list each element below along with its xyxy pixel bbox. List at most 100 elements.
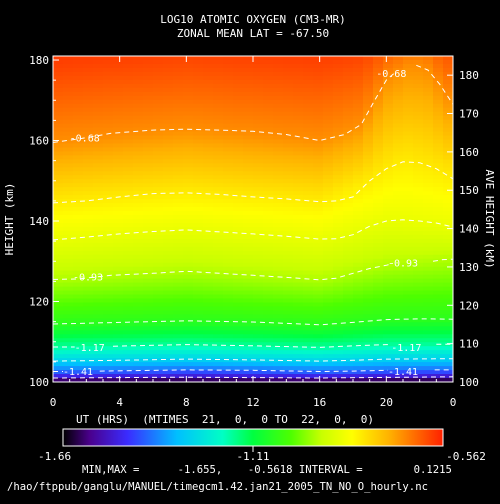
heatmap-cell xyxy=(153,191,164,196)
heatmap-cell xyxy=(203,374,214,379)
heatmap-cell xyxy=(333,254,344,260)
heatmap-cell xyxy=(203,99,214,105)
heatmap-cell xyxy=(313,103,324,109)
heatmap-cell xyxy=(63,362,74,367)
heatmap-cell xyxy=(223,290,234,296)
heatmap-cell xyxy=(273,115,284,121)
heatmap-cell xyxy=(253,171,264,176)
heatmap-cell xyxy=(83,250,94,256)
heatmap-cell xyxy=(203,67,214,73)
heatmap-cell xyxy=(343,290,354,296)
heatmap-cell xyxy=(93,95,104,101)
heatmap-cell xyxy=(293,87,304,93)
heatmap-cell xyxy=(393,342,404,347)
heatmap-cell xyxy=(293,111,304,117)
heatmap-cell xyxy=(163,59,174,65)
heatmap-cell xyxy=(173,215,184,220)
heatmap-cell xyxy=(333,163,344,168)
heatmap-cell xyxy=(343,91,354,97)
heatmap-cell xyxy=(393,147,404,153)
heatmap-cell xyxy=(303,159,314,164)
heatmap-cell xyxy=(83,226,94,232)
heatmap-cell xyxy=(93,155,104,160)
heatmap-cell xyxy=(63,274,74,280)
heatmap-cell xyxy=(323,111,334,117)
heatmap-cell xyxy=(293,362,304,367)
heatmap-cell xyxy=(403,302,414,308)
heatmap-cell xyxy=(213,159,224,164)
heatmap-cell xyxy=(163,175,174,180)
heatmap-cell xyxy=(313,362,324,367)
heatmap-cell xyxy=(193,290,204,296)
heatmap-cell xyxy=(353,250,364,256)
chart-title: LOG10 ATOMIC OXYGEN (CM3-MR) xyxy=(160,13,345,26)
heatmap-cell xyxy=(303,278,314,284)
heatmap-cell xyxy=(73,171,84,176)
heatmap-cell xyxy=(293,334,304,339)
heatmap-cell xyxy=(123,298,134,304)
heatmap-cell xyxy=(353,238,364,244)
heatmap-cell xyxy=(63,366,74,371)
heatmap-cell xyxy=(83,207,94,212)
heatmap-cell xyxy=(193,187,204,192)
heatmap-cell xyxy=(243,226,254,232)
heatmap-cell xyxy=(73,234,84,240)
heatmap-cell xyxy=(433,270,444,276)
heatmap-cell xyxy=(163,207,174,212)
heatmap-cell xyxy=(163,219,174,224)
heatmap-cell xyxy=(243,230,254,236)
heatmap-cell xyxy=(343,159,354,164)
heatmap-cell xyxy=(303,75,314,81)
heatmap-cell xyxy=(333,230,344,236)
heatmap-cell xyxy=(223,143,234,149)
heatmap-cell xyxy=(63,358,74,363)
heatmap-cell xyxy=(143,262,154,268)
heatmap-cell xyxy=(53,191,64,196)
heatmap-cell xyxy=(323,87,334,93)
heatmap-cell xyxy=(133,286,144,292)
heatmap-cell xyxy=(233,107,244,113)
heatmap-cell xyxy=(423,322,434,327)
heatmap-cell xyxy=(143,95,154,101)
heatmap-cell xyxy=(333,366,344,371)
heatmap-cell xyxy=(353,366,364,371)
heatmap-cell xyxy=(423,95,434,101)
heatmap-cell xyxy=(193,107,204,113)
heatmap-cell xyxy=(53,147,64,153)
heatmap-cell xyxy=(143,250,154,256)
heatmap-cell xyxy=(443,270,453,276)
heatmap-cell xyxy=(53,238,64,244)
heatmap-cell xyxy=(243,199,254,204)
heatmap-cell xyxy=(263,230,274,236)
heatmap-cell xyxy=(73,222,84,228)
heatmap-cell xyxy=(93,135,104,141)
heatmap-cell xyxy=(423,159,434,164)
heatmap-cell xyxy=(433,59,444,65)
heatmap-cell xyxy=(73,362,84,367)
heatmap-cell xyxy=(153,215,164,220)
heatmap-cell xyxy=(403,366,414,371)
heatmap-cell xyxy=(293,250,304,256)
heatmap-cell xyxy=(163,302,174,308)
heatmap-cell xyxy=(83,366,94,371)
heatmap-cell xyxy=(273,91,284,97)
heatmap-cell xyxy=(353,151,364,156)
heatmap-cell xyxy=(313,230,324,236)
heatmap-cell xyxy=(433,207,444,212)
heatmap-cell xyxy=(353,258,364,264)
heatmap-cell xyxy=(153,238,164,244)
heatmap-cell xyxy=(73,179,84,184)
heatmap-cell xyxy=(153,211,164,216)
heatmap-cell xyxy=(373,270,384,276)
heatmap-cell xyxy=(213,99,224,105)
heatmap-cell xyxy=(443,63,453,69)
heatmap-cell xyxy=(283,67,294,73)
heatmap-cell xyxy=(443,330,453,335)
heatmap-cell xyxy=(243,298,254,304)
heatmap-cell xyxy=(183,103,194,109)
heatmap-cell xyxy=(153,179,164,184)
heatmap-cell xyxy=(143,219,154,224)
heatmap-cell xyxy=(373,99,384,105)
heatmap-cell xyxy=(283,147,294,153)
heatmap-cell xyxy=(303,155,314,160)
